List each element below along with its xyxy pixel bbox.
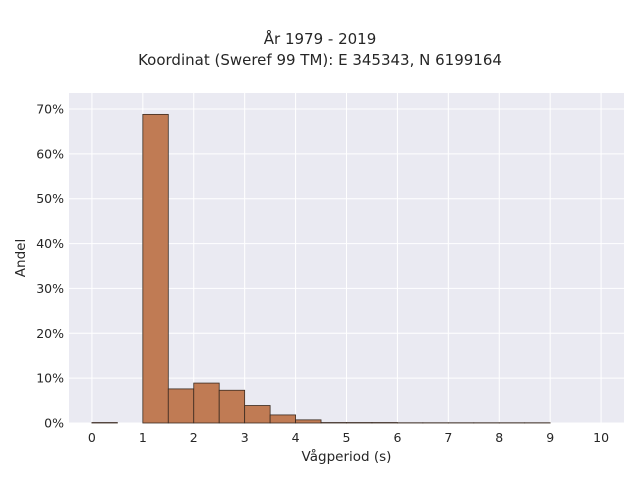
y-tick-label: 10% <box>36 371 64 386</box>
chart-title-line-2: Koordinat (Sweref 99 TM): E 345343, N 61… <box>138 51 502 69</box>
x-axis-ticks: 0 1 2 3 4 5 6 7 8 9 10 <box>88 430 609 445</box>
x-tick-label: 2 <box>190 430 198 445</box>
chart-title-line-1: År 1979 - 2019 <box>263 30 377 48</box>
histogram-bar <box>244 405 271 424</box>
histogram-bars <box>91 113 551 424</box>
x-tick-label: 4 <box>292 430 300 445</box>
histogram-bar <box>218 389 246 424</box>
x-tick-label: 6 <box>393 430 401 445</box>
y-axis-label: Andel <box>13 239 29 277</box>
x-tick-label: 1 <box>139 430 147 445</box>
x-tick-label: 9 <box>546 430 554 445</box>
histogram-bar <box>295 419 322 424</box>
x-tick-label: 10 <box>593 430 609 445</box>
y-tick-label: 40% <box>36 236 64 251</box>
x-tick-label: 0 <box>88 430 96 445</box>
x-tick-label: 8 <box>495 430 503 445</box>
histogram-bar <box>167 388 195 424</box>
y-tick-label: 70% <box>36 102 64 117</box>
histogram-bar <box>193 382 220 424</box>
y-tick-label: 50% <box>36 191 64 206</box>
y-axis-ticks: 0% 10% 20% 30% 40% 50% 60% 70% <box>36 102 64 431</box>
y-tick-label: 20% <box>36 326 64 341</box>
histogram-bar <box>142 113 169 424</box>
y-tick-label: 0% <box>44 416 64 431</box>
y-tick-label: 60% <box>36 146 64 161</box>
x-axis-label: Vågperiod (s) <box>302 448 392 465</box>
x-tick-label: 5 <box>343 430 351 445</box>
histogram-bar <box>269 414 296 424</box>
y-tick-label: 30% <box>36 281 64 296</box>
x-tick-label: 3 <box>241 430 249 445</box>
x-tick-label: 7 <box>444 430 452 445</box>
